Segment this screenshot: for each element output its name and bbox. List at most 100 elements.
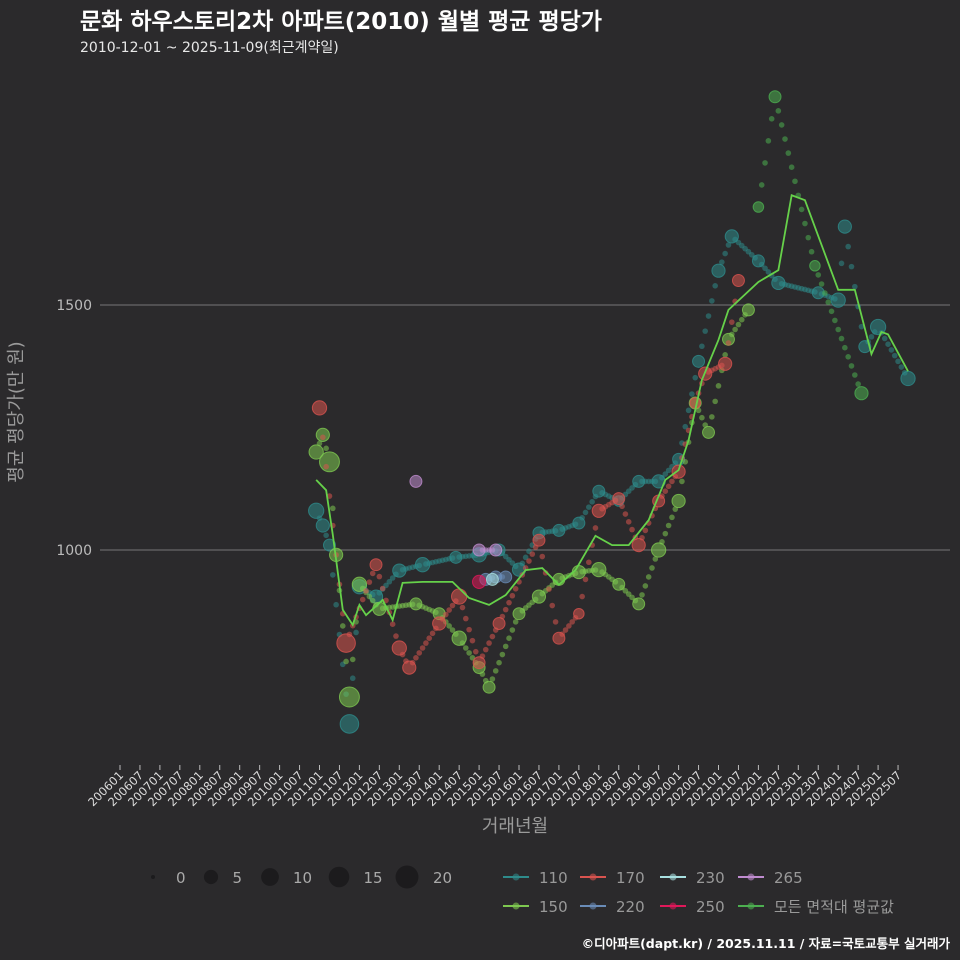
- trail-point: [582, 576, 589, 583]
- trail-point: [782, 136, 788, 142]
- trail-point: [735, 321, 742, 328]
- trail-point: [692, 374, 699, 381]
- data-point: [552, 631, 566, 645]
- average-line: [315, 194, 909, 628]
- trail-point: [419, 645, 426, 651]
- data-point: [768, 90, 782, 104]
- trail-point: [732, 326, 738, 333]
- data-point: [809, 260, 821, 272]
- trail-point: [719, 259, 725, 265]
- trail-point: [682, 459, 689, 465]
- trail-point: [699, 414, 705, 421]
- legend-swatch-dot: [512, 902, 520, 910]
- data-point: [531, 589, 547, 604]
- trail-point: [459, 604, 466, 611]
- data-point: [771, 275, 786, 291]
- trail-point: [639, 592, 645, 598]
- trail-point: [466, 626, 472, 633]
- trail-point: [512, 619, 519, 625]
- trail-point: [669, 478, 675, 485]
- trail-point: [652, 556, 659, 562]
- trail-point: [349, 675, 356, 682]
- trail-point: [579, 593, 585, 600]
- data-point: [532, 533, 546, 547]
- series-265: [409, 474, 503, 557]
- trail-point: [818, 281, 825, 287]
- trail-point: [449, 627, 456, 633]
- trail-point: [762, 160, 768, 166]
- data-point: [336, 633, 356, 653]
- trail-point: [705, 313, 712, 319]
- trail-point: [858, 323, 865, 330]
- data-point: [671, 464, 686, 479]
- data-point: [351, 576, 368, 592]
- data-point: [724, 229, 739, 244]
- trail-point: [509, 592, 516, 599]
- legend-label: 265: [774, 869, 803, 887]
- data-point: [338, 686, 360, 708]
- trail-point: [798, 206, 805, 213]
- legend-label: 170: [616, 869, 645, 887]
- trail-point: [586, 559, 592, 566]
- data-point: [409, 597, 423, 611]
- data-point: [492, 617, 506, 630]
- trail-point: [792, 178, 798, 185]
- trail-point: [895, 358, 901, 365]
- trail-point: [469, 637, 476, 644]
- trail-point: [472, 648, 479, 655]
- trail-point: [582, 509, 589, 516]
- trail-point: [665, 467, 672, 474]
- trail-point: [353, 629, 359, 636]
- trail-point: [502, 606, 509, 613]
- trail-point: [339, 623, 346, 629]
- trail-point: [386, 578, 393, 585]
- size-legend-label: 20: [433, 869, 452, 887]
- data-point: [451, 588, 468, 605]
- legend-swatch-dot: [589, 873, 597, 881]
- trail-point: [715, 383, 722, 389]
- trail-point: [725, 242, 732, 248]
- trail-point: [625, 519, 632, 525]
- legend-swatch-dot: [512, 873, 520, 881]
- trail-point: [509, 627, 516, 633]
- trail-point: [845, 243, 851, 250]
- data-point: [308, 502, 325, 519]
- trail-point: [689, 391, 695, 397]
- trail-point: [808, 248, 815, 255]
- trail-point: [702, 328, 708, 334]
- size-legend-circle: [328, 866, 350, 888]
- trail-point: [592, 525, 599, 531]
- trail-point: [369, 597, 376, 604]
- trail-point: [762, 265, 768, 272]
- data-point: [319, 451, 340, 473]
- trail-point: [622, 511, 629, 517]
- trail-point: [848, 363, 855, 369]
- trail-point: [389, 621, 396, 627]
- data-point: [612, 577, 626, 591]
- trail-point: [522, 554, 529, 561]
- data-point: [449, 550, 463, 564]
- trail-point: [323, 463, 329, 470]
- trail-point: [815, 272, 822, 278]
- trail-point: [393, 633, 399, 639]
- trail-point: [845, 354, 851, 360]
- data-point: [409, 474, 423, 488]
- data-point: [692, 354, 706, 368]
- data-point: [651, 542, 667, 558]
- trail-point: [835, 326, 841, 333]
- trail-point: [738, 316, 745, 323]
- y-tick-label: 1000: [56, 543, 92, 559]
- trail-point: [562, 627, 569, 633]
- trail-point: [775, 108, 782, 114]
- trail-point: [885, 341, 891, 348]
- trail-point: [463, 645, 469, 651]
- trail-point: [589, 499, 595, 505]
- trail-point: [765, 138, 772, 144]
- data-point: [308, 444, 324, 460]
- trail-point: [502, 643, 509, 650]
- source-caption: ©디아파트(dapt.kr) / 2025.11.11 / 자료=국토교통부 실…: [581, 936, 950, 951]
- legend-label: 220: [616, 898, 645, 916]
- data-point: [499, 570, 513, 584]
- size-legend-label: 5: [233, 869, 243, 887]
- trail-point: [443, 611, 449, 618]
